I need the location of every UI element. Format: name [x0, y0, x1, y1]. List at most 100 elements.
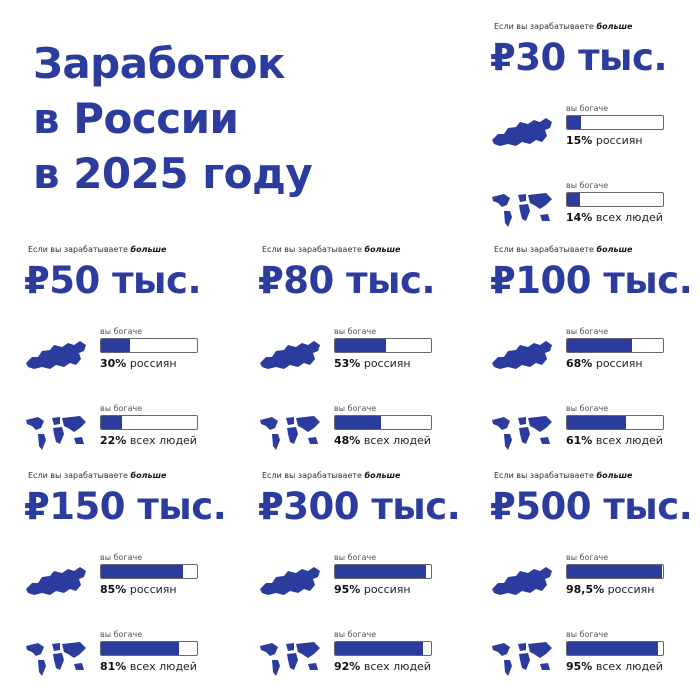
world-section: вы богаче 95% всех людей: [490, 630, 700, 684]
world-section: вы богаче 61% всех людей: [490, 404, 700, 458]
income-threshold: ₽100 тыс.: [490, 259, 693, 302]
percent-suffix: всех людей: [363, 434, 431, 447]
caption: Если вы зарабатываете больше: [494, 471, 632, 480]
richer-label: вы богаче: [100, 630, 143, 639]
world-section: вы богаче 92% всех людей: [258, 630, 468, 684]
income-card: Если вы зарабатываете больше ₽300 тыс. в…: [258, 471, 468, 691]
percent-text: 22% всех людей: [100, 434, 197, 447]
percent-text: 30% россиян: [100, 357, 177, 370]
richer-label: вы богаче: [566, 553, 609, 562]
income-card: Если вы зарабатываете больше ₽50 тыс. вы…: [24, 245, 234, 465]
richer-label: вы богаче: [566, 104, 609, 113]
progress-bar: [566, 115, 664, 130]
percent-suffix: россиян: [607, 583, 655, 596]
percent-value: 81%: [100, 660, 127, 673]
income-card: Если вы зарабатываете больше ₽500 тыс. в…: [490, 471, 700, 691]
percent-suffix: всех людей: [595, 211, 663, 224]
progress-fill: [335, 416, 382, 429]
percent-text: 81% всех людей: [100, 660, 197, 673]
caption-prefix: Если вы зарабатываете: [262, 245, 365, 254]
world-map-icon: [490, 189, 554, 229]
percent-value: 68%: [566, 357, 593, 370]
percent-value: 53%: [334, 357, 361, 370]
russia-map-icon: [24, 561, 88, 601]
richer-label: вы богаче: [334, 404, 377, 413]
percent-suffix: всех людей: [129, 434, 197, 447]
percent-value: 98,5%: [566, 583, 605, 596]
progress-fill: [567, 193, 581, 206]
income-card: Если вы зарабатываете больше ₽80 тыс. вы…: [258, 245, 468, 465]
progress-bar: [334, 338, 432, 353]
percent-value: 48%: [334, 434, 361, 447]
progress-bar: [566, 192, 664, 207]
income-card: Если вы зарабатываете больше ₽30 тыс. вы…: [490, 22, 700, 242]
caption: Если вы зарабатываете больше: [262, 245, 400, 254]
percent-value: 61%: [566, 434, 593, 447]
caption-prefix: Если вы зарабатываете: [28, 471, 131, 480]
percent-suffix: россиян: [363, 583, 411, 596]
title-line: в России: [33, 94, 239, 143]
richer-label: вы богаче: [334, 327, 377, 336]
world-section: вы богаче 14% всех людей: [490, 181, 700, 235]
world-map-icon: [490, 638, 554, 678]
income-threshold: ₽50 тыс.: [24, 259, 202, 302]
richer-label: вы богаче: [334, 630, 377, 639]
income-card: Если вы зарабатываете больше ₽100 тыс. в…: [490, 245, 700, 465]
richer-label: вы богаче: [100, 404, 143, 413]
progress-bar: [566, 415, 664, 430]
world-section: вы богаче 48% всех людей: [258, 404, 468, 458]
caption-bold: больше: [364, 245, 401, 254]
percent-text: 85% россиян: [100, 583, 177, 596]
percent-suffix: всех людей: [129, 660, 197, 673]
percent-suffix: россиян: [129, 583, 177, 596]
caption: Если вы зарабатываете больше: [494, 245, 632, 254]
percent-suffix: всех людей: [595, 660, 663, 673]
percent-text: 95% россиян: [334, 583, 411, 596]
percent-text: 15% россиян: [566, 134, 643, 147]
percent-text: 53% россиян: [334, 357, 411, 370]
caption-bold: больше: [130, 471, 167, 480]
income-threshold: ₽30 тыс.: [490, 36, 668, 79]
percent-text: 48% всех людей: [334, 434, 431, 447]
world-map-icon: [24, 638, 88, 678]
percent-suffix: всех людей: [363, 660, 431, 673]
richer-label: вы богаче: [566, 181, 609, 190]
progress-fill: [101, 416, 123, 429]
russia-map-icon: [258, 561, 322, 601]
progress-bar: [100, 338, 198, 353]
percent-text: 68% россиян: [566, 357, 643, 370]
percent-suffix: россиян: [129, 357, 177, 370]
percent-value: 95%: [566, 660, 593, 673]
russia-section: вы богаче 95% россиян: [258, 553, 468, 607]
caption-bold: больше: [130, 245, 167, 254]
caption-prefix: Если вы зарабатываете: [494, 471, 597, 480]
richer-label: вы богаче: [334, 553, 377, 562]
richer-label: вы богаче: [566, 327, 609, 336]
title-line: Заработок: [33, 39, 285, 88]
progress-fill: [101, 339, 130, 352]
percent-suffix: россиян: [595, 134, 643, 147]
percent-text: 14% всех людей: [566, 211, 663, 224]
progress-bar: [334, 415, 432, 430]
caption: Если вы зарабатываете больше: [494, 22, 632, 31]
progress-bar: [100, 641, 198, 656]
income-threshold: ₽150 тыс.: [24, 485, 227, 528]
percent-value: 14%: [566, 211, 593, 224]
progress-fill: [567, 339, 633, 352]
richer-label: вы богаче: [566, 630, 609, 639]
caption-bold: больше: [596, 22, 633, 31]
caption-prefix: Если вы зарабатываете: [28, 245, 131, 254]
progress-fill: [101, 642, 179, 655]
progress-fill: [335, 339, 386, 352]
income-threshold: ₽300 тыс.: [258, 485, 461, 528]
percent-suffix: россиян: [363, 357, 411, 370]
progress-fill: [101, 565, 183, 578]
percent-suffix: россиян: [595, 357, 643, 370]
russia-section: вы богаче 85% россиян: [24, 553, 234, 607]
caption-bold: больше: [364, 471, 401, 480]
progress-bar: [100, 415, 198, 430]
richer-label: вы богаче: [100, 553, 143, 562]
caption-bold: больше: [596, 471, 633, 480]
russia-section: вы богаче 98,5% россиян: [490, 553, 700, 607]
